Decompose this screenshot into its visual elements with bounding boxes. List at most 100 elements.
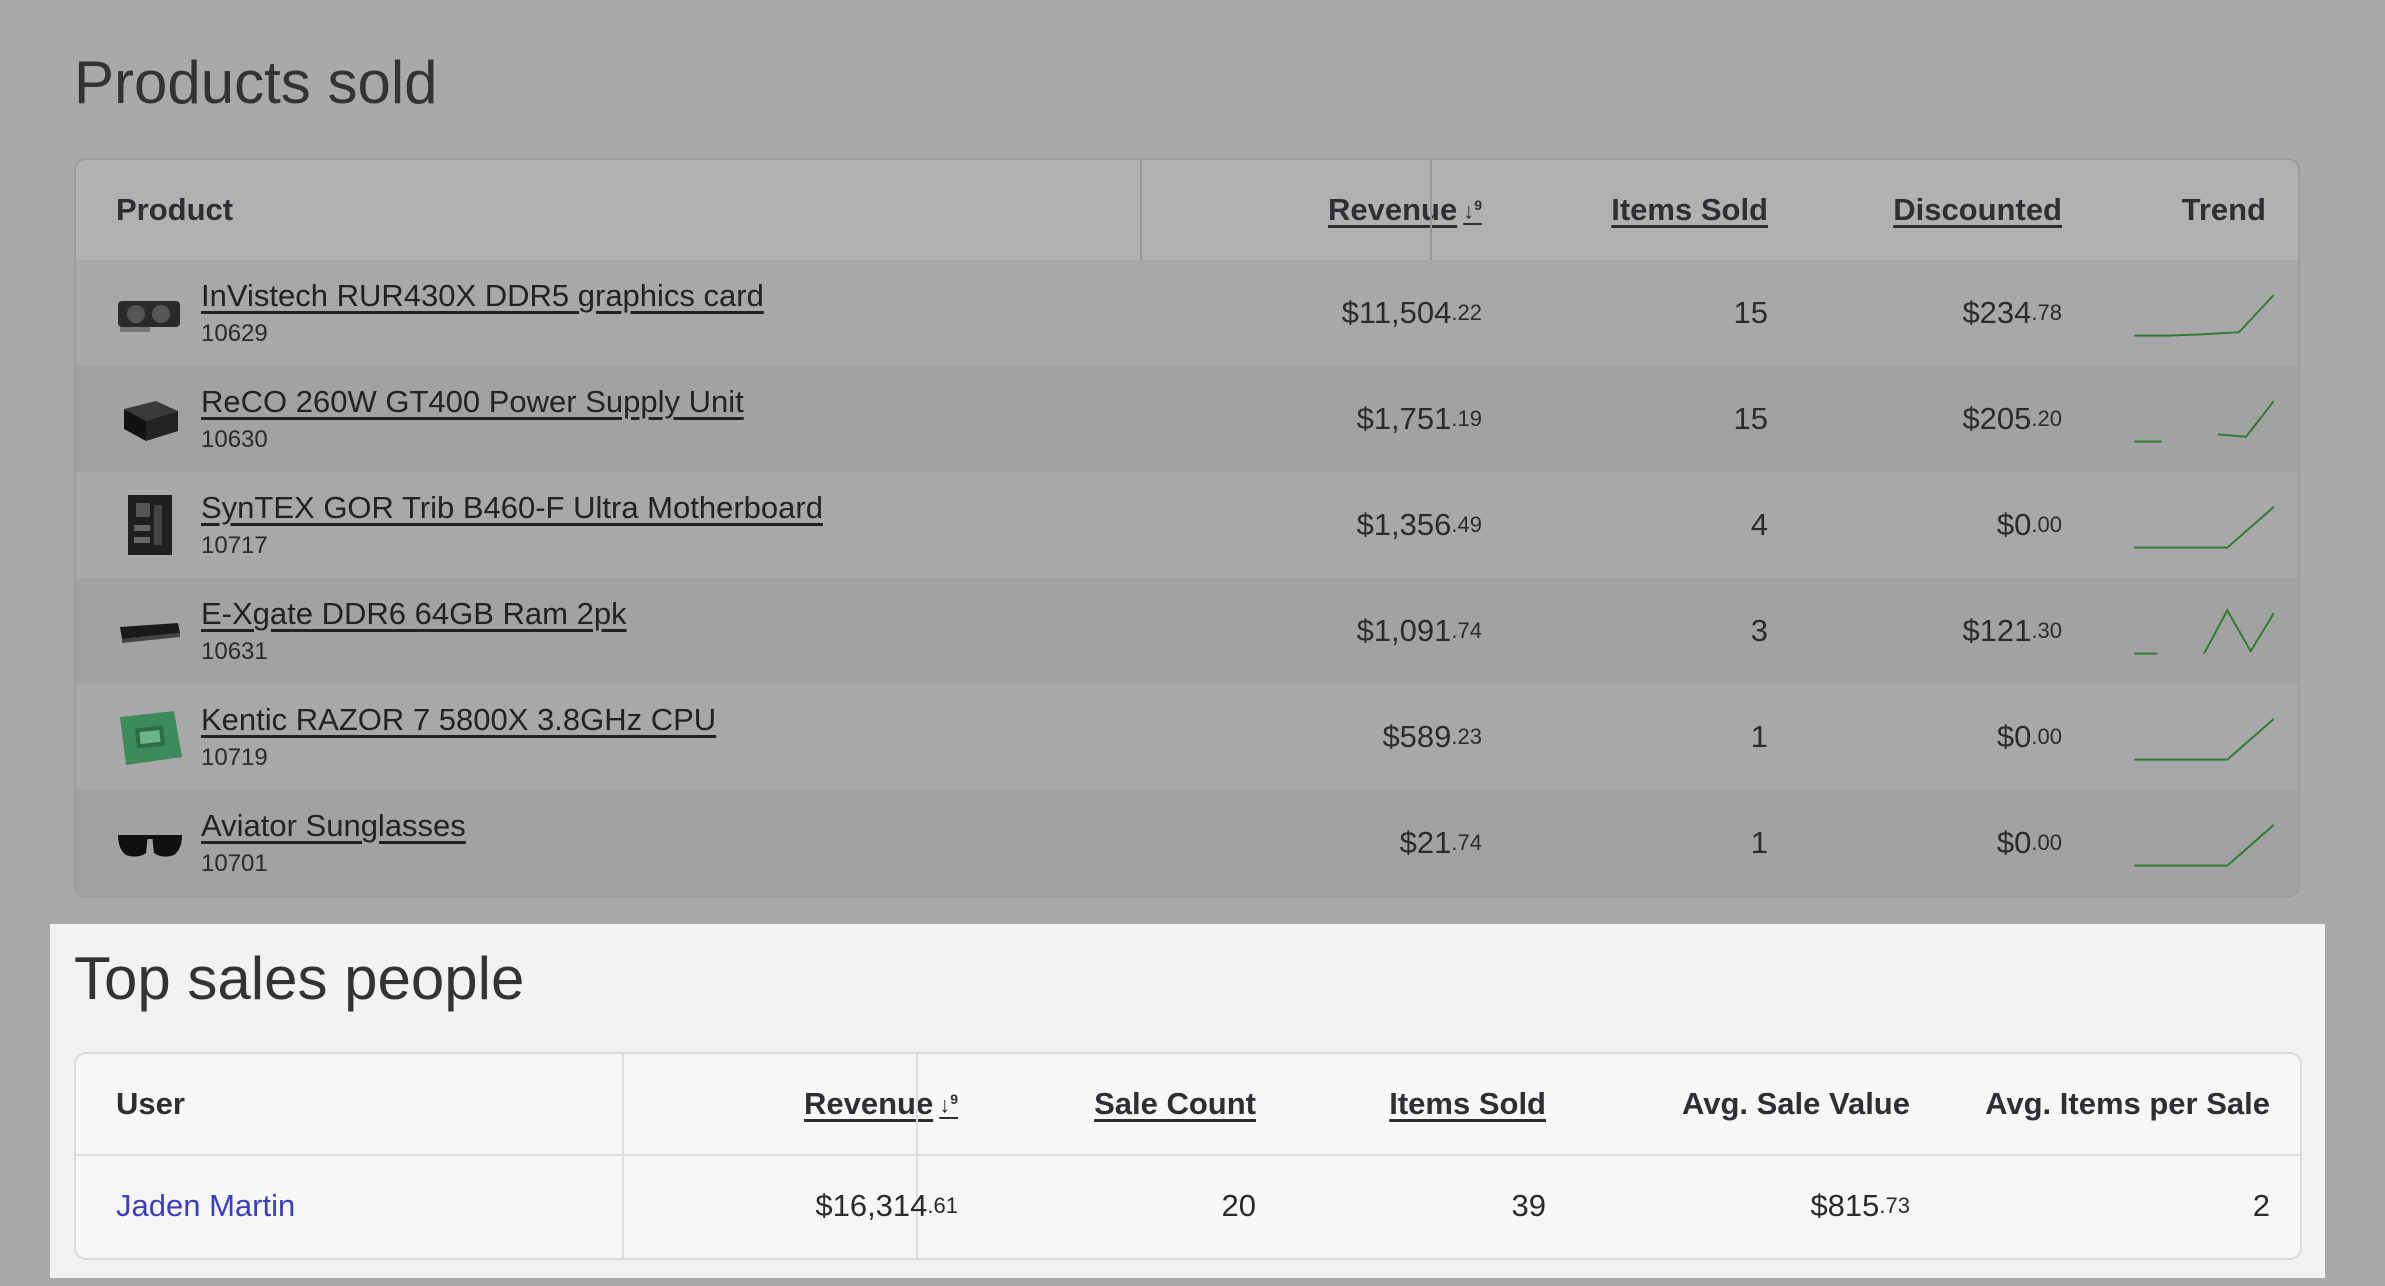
trend-sparkline bbox=[2134, 824, 2274, 867]
product-name-link[interactable]: Aviator Sunglasses bbox=[201, 808, 466, 843]
ram-icon bbox=[116, 597, 184, 665]
product-revenue: $21.74 bbox=[1146, 790, 1482, 896]
product-row: SynTEX GOR Trib B460-F Ultra Motherboard… bbox=[76, 472, 2298, 578]
discount-main: $0 bbox=[1996, 719, 2032, 754]
revenue-main: $1,356 bbox=[1356, 507, 1452, 542]
col-discounted[interactable]: Discounted bbox=[1893, 192, 2062, 227]
discount-main: $0 bbox=[1996, 825, 2032, 860]
products-table: Product Revenue ↓9 Items Sold Discounted… bbox=[74, 158, 2300, 898]
product-name-link[interactable]: Kentic RAZOR 7 5800X 3.8GHz CPU bbox=[201, 702, 717, 737]
product-id: 10701 bbox=[201, 850, 268, 877]
user-revenue: $16,314.61 bbox=[636, 1154, 958, 1258]
power-supply-icon bbox=[116, 385, 184, 453]
col-avg-items: Avg. Items per Sale bbox=[1985, 1086, 2270, 1121]
trend-line bbox=[2203, 608, 2274, 655]
sales-table: User Revenue ↓9 Sale Count Items Sold Av… bbox=[74, 1052, 2302, 1260]
trend-sparkline bbox=[2134, 400, 2274, 443]
product-row: Aviator Sunglasses 10701 $21.74 1 $0.00 bbox=[76, 790, 2298, 896]
discount-cents: .00 bbox=[2031, 512, 2062, 537]
col-revenue-label: Revenue bbox=[1327, 192, 1458, 227]
product-revenue: $1,751.19 bbox=[1146, 366, 1482, 472]
product-row: Kentic RAZOR 7 5800X 3.8GHz CPU 10719 $589… bbox=[76, 684, 2298, 790]
product-discounted: $0.00 bbox=[1776, 472, 2062, 578]
sort-desc-icon: ↓9 bbox=[1463, 196, 1482, 224]
discount-cents: .00 bbox=[2031, 724, 2062, 749]
trend-line bbox=[2217, 400, 2274, 438]
product-revenue: $11,504.22 bbox=[1146, 260, 1482, 366]
user-avg-sale-value: $815.73 bbox=[1616, 1154, 1910, 1258]
discount-cents: .00 bbox=[2031, 830, 2062, 855]
top-sales-title: Top sales people bbox=[74, 945, 525, 1012]
discount-cents: .20 bbox=[2031, 406, 2062, 431]
product-row: InVistech RUR430X DDR5 graphics card 1062… bbox=[76, 260, 2298, 366]
trend-line bbox=[2134, 294, 2274, 337]
discount-cents: .78 bbox=[2031, 300, 2062, 325]
col-revenue-sort[interactable]: Revenue ↓9 bbox=[636, 1054, 958, 1154]
product-row: ReCO 260W GT400 Power Supply Unit 10630 $1… bbox=[76, 366, 2298, 472]
product-name-link[interactable]: ReCO 260W GT400 Power Supply Unit bbox=[201, 384, 744, 419]
discount-main: $205 bbox=[1962, 401, 2032, 436]
revenue-cents: .74 bbox=[1451, 618, 1482, 643]
product-name-link[interactable]: InVistech RUR430X DDR5 graphics card bbox=[201, 278, 764, 313]
product-discounted: $121.30 bbox=[1776, 578, 2062, 684]
revenue-cents: .19 bbox=[1451, 406, 1482, 431]
revenue-main: $589 bbox=[1382, 719, 1452, 754]
col-user: User bbox=[116, 1086, 185, 1121]
avg-main: $815 bbox=[1810, 1188, 1880, 1223]
product-row: E-Xgate DDR6 64GB Ram 2pk 10631 $1,091.74 3… bbox=[76, 578, 2298, 684]
product-items-sold: 4 bbox=[1750, 507, 1768, 542]
col-product: Product bbox=[116, 192, 234, 227]
motherboard-icon bbox=[116, 491, 184, 559]
col-revenue-label: Revenue bbox=[803, 1086, 934, 1121]
trend-line bbox=[2134, 506, 2274, 549]
revenue-cents: .74 bbox=[1451, 830, 1482, 855]
product-items-sold: 1 bbox=[1750, 719, 1768, 754]
trend-line bbox=[2134, 718, 2274, 761]
revenue-main: $21 bbox=[1399, 825, 1452, 860]
revenue-cents: .22 bbox=[1451, 300, 1482, 325]
trend-sparkline bbox=[2134, 506, 2274, 549]
product-name-link[interactable]: SynTEX GOR Trib B460-F Ultra Motherboard bbox=[201, 490, 823, 525]
product-discounted: $0.00 bbox=[1776, 790, 2062, 896]
product-id: 10630 bbox=[201, 426, 268, 453]
discount-main: $0 bbox=[1996, 507, 2032, 542]
revenue-main: $1,751 bbox=[1356, 401, 1452, 436]
product-id: 10629 bbox=[201, 320, 268, 347]
sales-table-header: User Revenue ↓9 Sale Count Items Sold Av… bbox=[76, 1054, 2300, 1156]
col-revenue-sort[interactable]: Revenue ↓9 bbox=[1146, 160, 1482, 260]
col-sale-count[interactable]: Sale Count bbox=[1094, 1086, 1256, 1121]
product-discounted: $0.00 bbox=[1776, 684, 2062, 790]
product-id: 10631 bbox=[201, 638, 268, 665]
col-items-sold[interactable]: Items Sold bbox=[1611, 192, 1768, 227]
user-avg-items: 2 bbox=[2252, 1188, 2270, 1223]
product-items-sold: 1 bbox=[1750, 825, 1768, 860]
col-items-sold[interactable]: Items Sold bbox=[1389, 1086, 1546, 1121]
revenue-main: $16,314 bbox=[815, 1188, 928, 1223]
trend-sparkline bbox=[2134, 718, 2274, 761]
col-avg-sale-value: Avg. Sale Value bbox=[1681, 1086, 1910, 1121]
product-items-sold: 15 bbox=[1733, 401, 1768, 436]
product-id: 10719 bbox=[201, 744, 268, 771]
trend-sparkline bbox=[2134, 294, 2274, 337]
trend-sparkline bbox=[2134, 608, 2274, 655]
col-trend: Trend bbox=[2181, 192, 2266, 227]
products-sold-title: Products sold bbox=[74, 49, 438, 116]
graphics-card-icon bbox=[116, 279, 184, 347]
avg-cents: .73 bbox=[1879, 1193, 1910, 1218]
revenue-cents: .61 bbox=[927, 1193, 958, 1218]
sort-desc-icon: ↓9 bbox=[939, 1090, 958, 1118]
revenue-cents: .23 bbox=[1451, 724, 1482, 749]
user-link[interactable]: Jaden Martin bbox=[116, 1188, 296, 1223]
product-items-sold: 3 bbox=[1750, 613, 1768, 648]
revenue-main: $1,091 bbox=[1356, 613, 1452, 648]
product-name-link[interactable]: E-Xgate DDR6 64GB Ram 2pk bbox=[201, 596, 627, 631]
product-discounted: $205.20 bbox=[1776, 366, 2062, 472]
revenue-cents: .49 bbox=[1451, 512, 1482, 537]
discount-main: $121 bbox=[1962, 613, 2032, 648]
product-revenue: $1,356.49 bbox=[1146, 472, 1482, 578]
cpu-box-icon bbox=[116, 703, 184, 771]
product-id: 10717 bbox=[201, 532, 268, 559]
sales-row: Jaden Martin $16,314.61 20 39 $815.73 2 bbox=[76, 1154, 2300, 1258]
product-revenue: $589.23 bbox=[1146, 684, 1482, 790]
products-table-header: Product Revenue ↓9 Items Sold Discounted… bbox=[76, 160, 2298, 262]
